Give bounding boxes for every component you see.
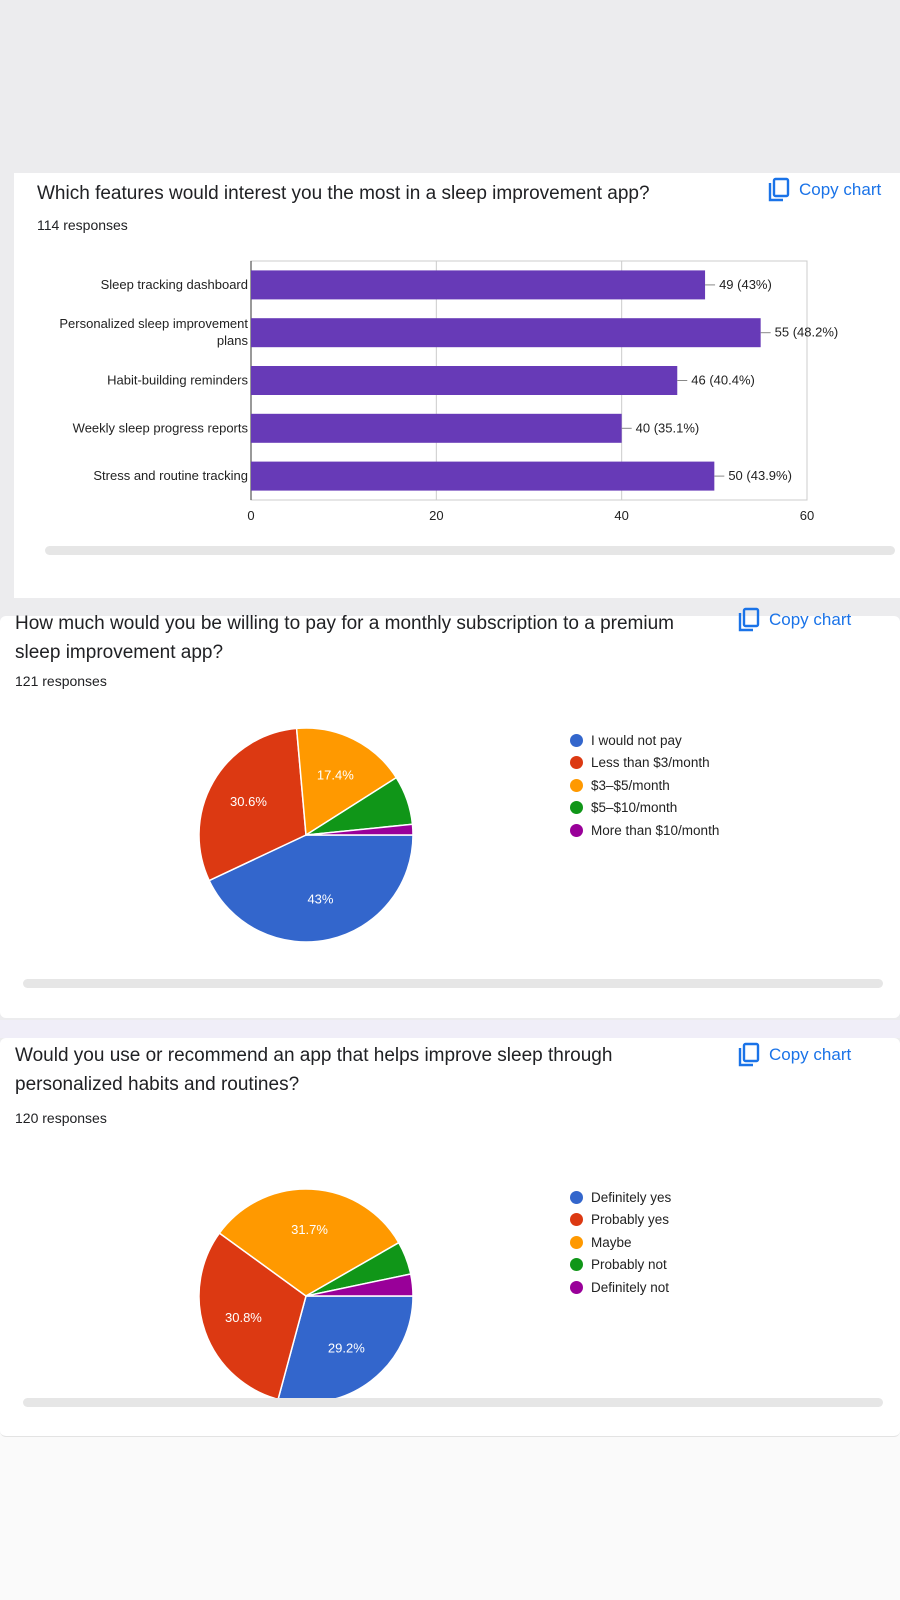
bar-chart: 0 20 40 60 49 (43%) Sleep tracking dashboard 5… xyxy=(59,260,839,523)
pie-slice xyxy=(295,727,398,837)
legend-item: Maybe xyxy=(570,1231,671,1254)
bar xyxy=(251,270,706,300)
legend-item: Probably yes xyxy=(570,1209,671,1232)
value-label: 55 (48.2%) xyxy=(775,325,839,340)
copy-chart-label: Copy chart xyxy=(769,610,852,629)
response-count: 121 responses xyxy=(15,673,107,689)
pie-slice xyxy=(208,834,414,943)
legend-label: Definitely yes xyxy=(591,1189,672,1205)
section-divider xyxy=(0,1020,900,1038)
x-tick-label: 60 xyxy=(800,508,814,523)
x-tick-label: 20 xyxy=(429,508,443,523)
pie-slice xyxy=(198,727,307,882)
question-title: Would you use or recommend an app that h… xyxy=(15,1041,612,1099)
category-label: Stress and routine tracking xyxy=(93,468,248,483)
legend-swatch xyxy=(570,1190,583,1204)
value-label: 49 (43%) xyxy=(719,277,772,292)
legend-label: More than $10/month xyxy=(591,822,720,838)
legend-swatch xyxy=(570,1258,583,1272)
legend-label: Probably not xyxy=(591,1257,667,1273)
legend-item: Less than $3/month xyxy=(570,752,719,775)
slice-label: 29.2% xyxy=(328,1341,365,1356)
bar xyxy=(251,461,715,491)
chart-legend: Definitely yes Probably yes Maybe Probably … xyxy=(570,1186,671,1299)
copy-icon xyxy=(768,177,790,202)
question-title-line-2: personalized habits and routines? xyxy=(15,1074,300,1095)
legend-swatch xyxy=(570,823,583,837)
copy-icon xyxy=(738,607,760,632)
slice-label: 43% xyxy=(307,892,333,907)
slice-label: 30.6% xyxy=(230,794,267,809)
legend-label: Maybe xyxy=(591,1234,632,1250)
response-count: 120 responses xyxy=(15,1110,107,1126)
slice-label: 30.8% xyxy=(225,1310,262,1325)
value-label: 40 (35.1%) xyxy=(636,420,700,435)
legend-swatch xyxy=(570,801,583,815)
bar xyxy=(251,413,622,443)
legend-swatch xyxy=(570,1213,583,1227)
response-count: 114 responses xyxy=(37,217,128,233)
value-label: 46 (40.4%) xyxy=(691,373,755,388)
category-label: Weekly sleep progress reports xyxy=(73,420,249,435)
question-title-line-1: Would you use or recommend an app that h… xyxy=(15,1045,613,1066)
legend-item: Probably not xyxy=(570,1254,671,1277)
legend-item: I would not pay xyxy=(570,729,719,752)
legend-item: More than $10/month xyxy=(570,819,719,842)
question-card-payment: How much would you be willing to pay for… xyxy=(0,607,900,1018)
bar xyxy=(251,318,761,348)
chart-legend: I would not pay Less than $3/month $3–$5/m… xyxy=(570,729,719,842)
x-tick-label: 40 xyxy=(614,508,628,523)
legend-swatch xyxy=(570,733,583,747)
bar xyxy=(251,366,678,395)
copy-chart-label: Copy chart xyxy=(799,180,882,199)
question-title-line-1: How much would you be willing to pay for… xyxy=(15,613,674,634)
question-title-line-2: sleep improvement app? xyxy=(15,642,224,663)
legend-label: Definitely not xyxy=(591,1279,670,1295)
pie-chart-payment: 43% 30.6% 17.4% xyxy=(198,727,414,943)
category-label: plans xyxy=(217,333,249,348)
question-title: How much would you be willing to pay for… xyxy=(15,609,674,667)
horizontal-scrollbar[interactable] xyxy=(23,1398,883,1407)
horizontal-scrollbar[interactable] xyxy=(45,546,895,555)
legend-label: $3–$5/month xyxy=(591,777,670,793)
pie-chart-recommend: 29.2% 30.8% 31.7% xyxy=(198,1188,414,1404)
legend-swatch xyxy=(570,1235,583,1249)
question-title: Which features would interest you the mo… xyxy=(37,183,650,204)
slice-label: 31.7% xyxy=(291,1222,328,1237)
legend-item: $5–$10/month xyxy=(570,797,719,820)
value-label: 50 (43.9%) xyxy=(728,468,792,483)
legend-swatch xyxy=(570,778,583,792)
x-tick-label: 0 xyxy=(247,508,254,523)
question-card-features: Which features would interest you the mo… xyxy=(14,173,900,598)
copy-chart-button[interactable]: Copy chart xyxy=(737,1042,851,1068)
copy-chart-button[interactable]: Copy chart xyxy=(737,607,851,633)
slice-label: 17.4% xyxy=(317,768,354,783)
category-label: Habit-building reminders xyxy=(107,373,248,388)
category-label: Personalized sleep improvement xyxy=(59,316,248,331)
legend-swatch xyxy=(570,756,583,770)
legend-label: I would not pay xyxy=(591,732,682,748)
legend-item: Definitely not xyxy=(570,1276,671,1299)
page-bottom-background xyxy=(0,1432,900,1600)
copy-chart-button[interactable]: Copy chart xyxy=(767,177,881,203)
pie-slice xyxy=(305,823,414,836)
copy-icon xyxy=(738,1042,760,1067)
legend-swatch xyxy=(570,1280,583,1294)
legend-label: Probably yes xyxy=(591,1212,670,1228)
pie-slice xyxy=(218,1188,400,1297)
copy-chart-label: Copy chart xyxy=(769,1045,852,1064)
legend-item: Definitely yes xyxy=(570,1186,671,1209)
pie-slice xyxy=(305,1273,414,1297)
legend-label: Less than $3/month xyxy=(591,755,710,771)
question-card-recommend: Would you use or recommend an app that h… xyxy=(0,1038,900,1437)
pie-slice xyxy=(198,1232,307,1401)
legend-label: $5–$10/month xyxy=(591,800,678,816)
legend-item: $3–$5/month xyxy=(570,774,719,797)
category-label: Sleep tracking dashboard xyxy=(101,277,248,292)
horizontal-scrollbar[interactable] xyxy=(23,979,883,988)
